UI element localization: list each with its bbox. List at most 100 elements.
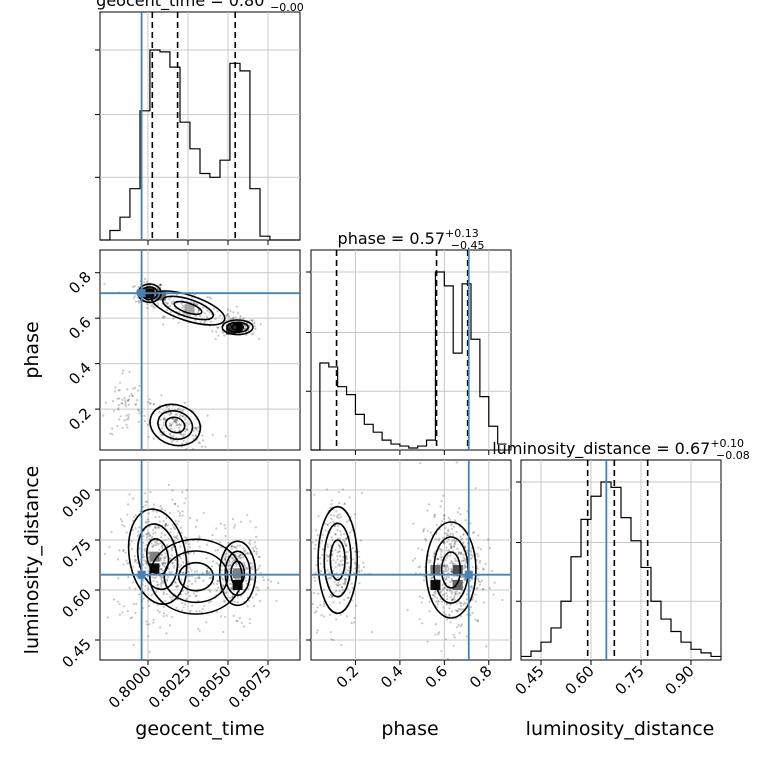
sample-point [315,529,318,532]
sample-point [199,314,202,318]
sample-point [152,403,155,406]
sample-point [163,315,166,318]
sample-point [155,542,158,545]
sample-point [184,592,188,596]
ytick-label: 0.75 [58,535,94,571]
sample-point [197,599,200,602]
sample-point [312,541,315,544]
sample-point [190,449,192,450]
sample-point [482,588,485,591]
sample-point [440,550,443,553]
sample-point [168,304,172,307]
sample-point [180,306,184,309]
sample-point [206,309,209,312]
sample-point [137,389,140,392]
sample-point [183,401,186,404]
sample-point [219,541,222,544]
sample-point [143,559,146,562]
sample-point [147,552,150,555]
sample-point [453,636,456,639]
sample-point [166,544,169,547]
contours-geocent_time-vs-luminosity_distance [127,508,257,615]
truth-marker [137,289,146,298]
sample-point [313,611,316,614]
sample-point [451,561,454,564]
sample-point [216,610,219,613]
sample-point [127,403,130,406]
sample-point [185,448,188,450]
sample-point [321,533,324,537]
sample-point [335,618,338,621]
sample-point [159,542,162,545]
sample-point [442,569,445,573]
sample-point [126,610,129,613]
sample-point [174,502,177,505]
sample-point [254,526,257,529]
sample-point [243,550,246,553]
sample-point [460,560,463,563]
sample-point [325,554,328,557]
sample-point [231,545,234,548]
sample-point [180,302,183,305]
sample-point [165,593,168,596]
sample-point [147,587,150,590]
sample-point [337,517,340,520]
sample-point [155,590,158,593]
sample-point [219,314,222,317]
sample-point [254,541,257,544]
sample-point [163,557,166,560]
sample-point [451,562,455,566]
sample-point [411,559,414,562]
sample-point [165,406,168,409]
sample-point [485,645,488,648]
sample-point [488,587,491,590]
sample-point [446,569,449,573]
sample-point [146,518,150,521]
sample-point [122,369,125,372]
ytick-label: 0.8 [65,268,95,298]
sample-point [160,578,163,582]
sample-point [136,530,140,533]
sample-point [479,548,483,551]
sample-point [188,579,191,583]
sample-point [444,613,447,617]
sample-point [421,622,424,625]
sample-point [164,509,167,512]
sample-point [224,592,227,595]
sample-point [442,494,445,497]
sample-point [214,317,217,321]
sample-point [160,585,163,588]
sample-point [343,583,347,586]
sample-point [342,555,345,558]
sample-point [328,576,331,580]
sample-point [258,564,261,567]
sample-point [313,576,316,579]
sample-point [231,556,234,560]
sample-point [457,624,460,627]
sample-point [194,434,197,437]
sample-point [246,605,249,608]
sample-point [445,578,448,581]
sample-point [155,539,158,543]
sample-point [347,561,350,564]
sample-point [160,536,163,539]
sample-point [136,561,139,564]
ytick-label: 0.90 [58,485,94,521]
sample-point [185,537,188,540]
sample-point [128,370,131,373]
sample-point [331,553,334,556]
contour-line [177,561,215,592]
sample-point [151,576,154,579]
sample-point [325,488,328,491]
sample-point [148,561,151,564]
sample-point [445,564,448,567]
sample-point [118,418,121,421]
sample-point [337,543,340,546]
sample-point [450,570,453,573]
sample-point [165,516,168,520]
sample-point [237,555,240,559]
sample-point [143,414,146,417]
sample-point [345,571,348,575]
sample-point [242,561,245,565]
sample-point [432,594,435,597]
